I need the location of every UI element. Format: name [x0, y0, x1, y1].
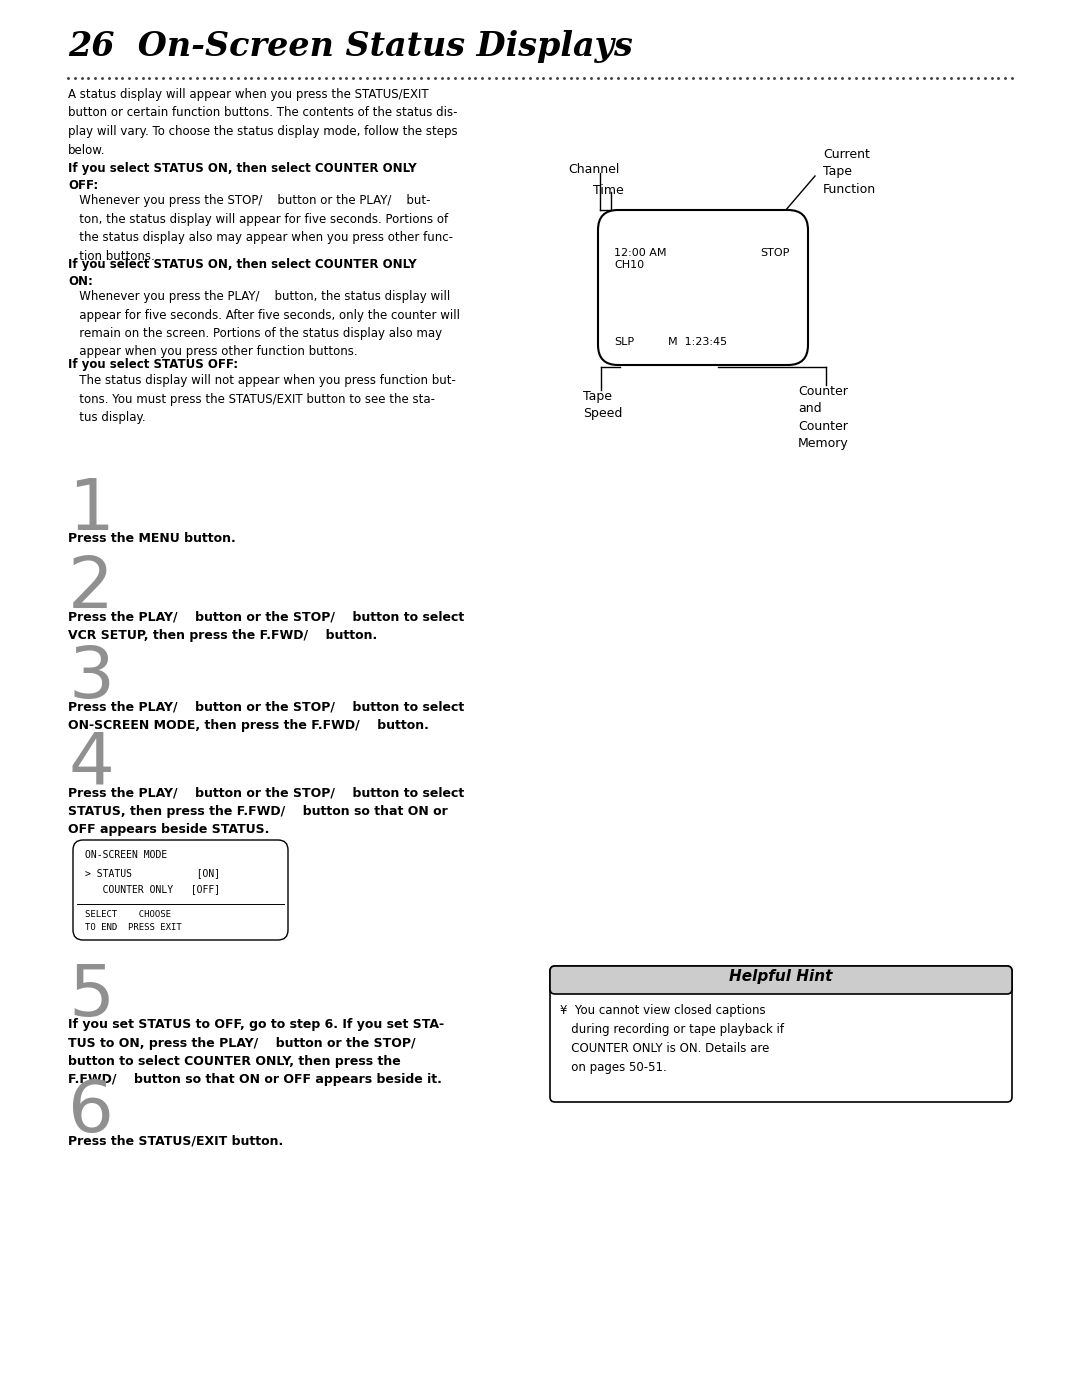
FancyBboxPatch shape — [550, 965, 1012, 1102]
Text: > STATUS           [ON]: > STATUS [ON] — [85, 868, 220, 877]
Text: 3: 3 — [68, 644, 114, 712]
Text: SLP: SLP — [615, 337, 634, 346]
Text: Tape
Speed: Tape Speed — [583, 390, 622, 420]
Text: ¥  You cannot view closed captions
   during recording or tape playback if
   CO: ¥ You cannot view closed captions during… — [561, 1004, 784, 1074]
Text: Counter
and
Counter
Memory: Counter and Counter Memory — [798, 386, 849, 450]
Text: STOP: STOP — [760, 249, 789, 258]
Text: M  1:23:45: M 1:23:45 — [669, 337, 727, 346]
FancyBboxPatch shape — [598, 210, 808, 365]
Text: Channel: Channel — [568, 163, 619, 176]
Text: Helpful Hint: Helpful Hint — [729, 970, 833, 983]
Text: A status display will appear when you press the STATUS/EXIT
button or certain fu: A status display will appear when you pr… — [68, 88, 458, 156]
Text: If you select STATUS ON, then select COUNTER ONLY
OFF:: If you select STATUS ON, then select COU… — [68, 162, 417, 191]
Text: TO END  PRESS EXIT: TO END PRESS EXIT — [85, 923, 181, 932]
Text: 5: 5 — [68, 963, 114, 1031]
Text: 6: 6 — [68, 1078, 113, 1147]
Text: Whenever you press the PLAY/    button, the status display will
   appear for fi: Whenever you press the PLAY/ button, the… — [68, 291, 460, 359]
Text: COUNTER ONLY   [OFF]: COUNTER ONLY [OFF] — [85, 884, 220, 894]
Text: If you select STATUS ON, then select COUNTER ONLY
ON:: If you select STATUS ON, then select COU… — [68, 258, 417, 288]
Text: Whenever you press the STOP/    button or the PLAY/    but-
   ton, the status d: Whenever you press the STOP/ button or t… — [68, 194, 453, 263]
Text: Press the MENU button.: Press the MENU button. — [68, 532, 235, 545]
Text: 4: 4 — [68, 731, 113, 799]
Text: 2: 2 — [68, 555, 114, 623]
Text: Press the PLAY/    button or the STOP/    button to select
STATUS, then press th: Press the PLAY/ button or the STOP/ butt… — [68, 787, 464, 835]
Text: Current
Tape
Function: Current Tape Function — [823, 148, 876, 196]
Text: 1: 1 — [68, 476, 113, 545]
Text: 26  On-Screen Status Displays: 26 On-Screen Status Displays — [68, 29, 633, 63]
Text: Press the STATUS/EXIT button.: Press the STATUS/EXIT button. — [68, 1134, 283, 1147]
FancyBboxPatch shape — [550, 965, 1012, 995]
Text: Press the PLAY/    button or the STOP/    button to select
VCR SETUP, then press: Press the PLAY/ button or the STOP/ butt… — [68, 610, 464, 641]
Text: If you set STATUS to OFF, go to step 6. If you set STA-
TUS to ON, press the PLA: If you set STATUS to OFF, go to step 6. … — [68, 1018, 444, 1087]
Text: SELECT    CHOOSE: SELECT CHOOSE — [85, 909, 171, 919]
Text: ON-SCREEN MODE: ON-SCREEN MODE — [85, 849, 167, 861]
Text: The status display will not appear when you press function but-
   tons. You mus: The status display will not appear when … — [68, 374, 456, 425]
Text: If you select STATUS OFF:: If you select STATUS OFF: — [68, 358, 238, 372]
Text: 12:00 AM
CH10: 12:00 AM CH10 — [615, 249, 666, 271]
Text: Time: Time — [593, 184, 624, 197]
FancyBboxPatch shape — [73, 840, 288, 940]
Text: Press the PLAY/    button or the STOP/    button to select
ON-SCREEN MODE, then : Press the PLAY/ button or the STOP/ butt… — [68, 700, 464, 732]
